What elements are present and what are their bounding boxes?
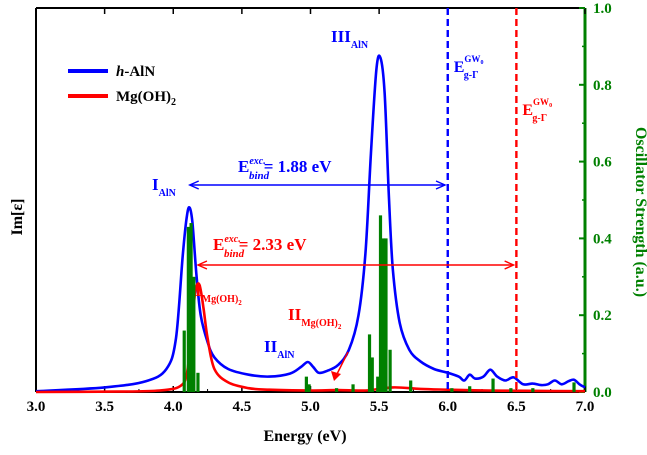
oscillator-bar <box>376 376 380 392</box>
x-tick-label: 6.0 <box>438 399 457 415</box>
binding-arrow-head-left <box>187 180 200 190</box>
oscillator-bar <box>304 376 308 392</box>
peak-annotation: IIMg(OH)2 <box>288 305 342 331</box>
oscillator-bar <box>409 380 413 392</box>
binding-arrow-head-left <box>196 260 208 270</box>
binding-arrow-head-right <box>504 260 516 270</box>
oscillator-bar <box>367 334 372 392</box>
peak-pointer-arrow <box>335 351 349 377</box>
y-right-tick-label: 0.2 <box>593 308 612 324</box>
legend-label: Mg(OH)2 <box>116 89 176 108</box>
binding-energy-label: Eexc.= 1.88 eV <box>238 156 332 176</box>
binding-energy-label-sub: bind <box>224 248 245 260</box>
oscillator-bar <box>186 226 190 392</box>
x-tick-label: 3.5 <box>95 399 114 415</box>
binding-energy-label-sub: bind <box>249 170 270 182</box>
binding-arrow-head-right <box>435 180 447 190</box>
series-line-haln <box>35 54 586 393</box>
peak-annotation: IMg(OH)2 <box>195 281 242 307</box>
peak-annotation: IIIAlN <box>331 27 369 51</box>
oscillator-bar <box>388 349 392 392</box>
oscillator-bar <box>450 388 454 392</box>
y-right-tick-label: 0.0 <box>593 385 612 401</box>
oscillator-bar <box>531 388 535 392</box>
x-tick-label: 6.5 <box>507 399 526 415</box>
oscillator-bar <box>334 388 339 392</box>
oscillator-bar <box>182 330 186 392</box>
x-tick-label: 5.0 <box>301 399 320 415</box>
oscillator-bar <box>491 378 495 392</box>
x-axis-label: Energy (eV) <box>263 428 346 445</box>
oscillator-bar <box>307 384 311 392</box>
y-axis-right-label: Oscillator Strength (a.u.) <box>632 127 647 297</box>
oscillator-bar <box>381 238 385 392</box>
oscillator-bar <box>378 215 383 392</box>
peak-annotation: IIAlN <box>264 337 295 361</box>
x-tick-label: 3.0 <box>27 399 46 415</box>
legend-label: h-AlN <box>116 64 155 80</box>
y-right-tick-label: 0.4 <box>593 231 612 247</box>
oscillator-bar <box>192 276 196 392</box>
oscillator-bar <box>189 223 193 392</box>
oscillator-bar <box>509 388 513 392</box>
y-axis-left-label: Im[ε] <box>9 198 26 235</box>
oscillator-bar <box>370 357 374 392</box>
x-tick-label: 7.0 <box>576 399 595 415</box>
vline-blue-label: EGW0 <box>454 54 484 76</box>
vline-red-label: EGW0 <box>522 97 552 119</box>
x-tick-label: 4.5 <box>233 399 252 415</box>
oscillator-bars-layer <box>182 215 576 392</box>
oscillator-bar <box>384 238 388 392</box>
plot-frame-layer: 3.0 3.5 4.0 4.5 5.0 5.5 6.0 6.5 7.00.0 0.2 0.4 0.6 0… <box>27 1 613 415</box>
oscillator-bar <box>468 386 472 392</box>
peak-pointer-arrowhead <box>331 371 341 381</box>
oscillator-bar <box>196 372 200 392</box>
binding-energy-label: Eexc.= 2.33 eV <box>213 234 307 254</box>
x-tick-label: 5.5 <box>370 399 389 415</box>
oscillator-bar <box>351 384 355 392</box>
y-right-tick-label: 1.0 <box>593 1 612 17</box>
y-right-tick-label: 0.6 <box>593 155 612 171</box>
peak-annotation: IAlN <box>152 175 177 199</box>
oscillator-bar <box>572 382 576 392</box>
series-line-mgoh2 <box>35 282 586 394</box>
curves-layer <box>35 54 586 394</box>
vline-blue-label-sub: g-Γ <box>464 70 479 81</box>
y-right-tick-label: 0.8 <box>593 78 612 94</box>
x-tick-label: 4.0 <box>164 399 183 415</box>
vline-red-label-sub: g-Γ <box>532 113 547 124</box>
